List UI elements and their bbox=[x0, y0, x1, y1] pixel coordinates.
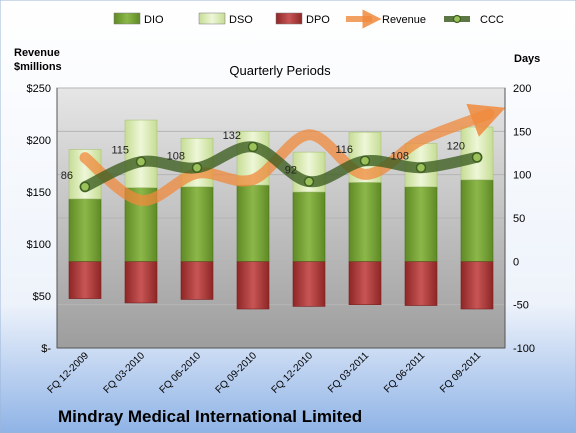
right-tick-label: -100 bbox=[513, 343, 535, 355]
ccc-point bbox=[191, 162, 203, 173]
legend-swatch-dso bbox=[198, 12, 226, 25]
ccc-data-label: 132 bbox=[223, 130, 241, 142]
right-axis-label: Days bbox=[514, 53, 540, 65]
ccc-point bbox=[359, 155, 371, 167]
bar-dio bbox=[460, 179, 494, 262]
ccc-data-label: 86 bbox=[61, 170, 73, 182]
left-tick-label: $- bbox=[41, 343, 51, 355]
bar-dpo bbox=[292, 261, 326, 307]
legend: DIO DSO DPO Revenue CCC bbox=[113, 9, 504, 29]
right-tick-label: 0 bbox=[513, 256, 519, 268]
ccc-point bbox=[79, 181, 91, 193]
legend-label: CCC bbox=[480, 14, 504, 26]
bar-dio bbox=[348, 182, 382, 262]
right-tick-label: 100 bbox=[513, 170, 531, 182]
bar-dpo bbox=[124, 261, 158, 304]
ccc-data-label: 120 bbox=[447, 140, 465, 152]
chart-title: Quarterly Periods bbox=[229, 63, 331, 78]
bar-dpo bbox=[460, 261, 494, 310]
bar-dso bbox=[124, 119, 158, 188]
left-tick-label: $150 bbox=[27, 187, 51, 199]
legend-swatch-ccc-marker bbox=[452, 14, 462, 24]
right-tick-label: 50 bbox=[513, 213, 525, 225]
legend-swatch-dpo bbox=[275, 12, 303, 25]
left-tick-label: $250 bbox=[27, 83, 51, 95]
data-labels: 86 115 108 132 92 116 108 120 bbox=[61, 130, 465, 182]
ccc-point bbox=[135, 156, 147, 167]
bar-dpo bbox=[236, 261, 270, 310]
ccc-line bbox=[79, 141, 483, 193]
ccc-data-label: 108 bbox=[391, 151, 409, 163]
ccc-point bbox=[303, 176, 315, 187]
legend-label: Revenue bbox=[382, 14, 426, 26]
right-tick-label: -50 bbox=[513, 300, 529, 312]
right-tick-label: 200 bbox=[513, 83, 531, 95]
revenue-line bbox=[79, 103, 506, 206]
legend-swatch-dio bbox=[113, 12, 141, 25]
bar-dio bbox=[236, 184, 270, 262]
bar-dpo bbox=[404, 261, 438, 306]
ccc-data-label: 115 bbox=[111, 145, 129, 157]
ccc-data-label: 92 bbox=[285, 165, 297, 177]
ccc-point bbox=[471, 152, 483, 163]
bar-dpo bbox=[180, 261, 214, 300]
series-lines bbox=[79, 103, 506, 206]
left-tick-label: $100 bbox=[27, 239, 51, 251]
footer-title: Mindray Medical International Limited bbox=[58, 407, 362, 426]
left-tick-label: $200 bbox=[27, 135, 51, 147]
bar-dpo bbox=[68, 261, 102, 299]
bar-dio bbox=[68, 198, 102, 262]
bar-dio bbox=[292, 191, 326, 262]
bar-dio bbox=[180, 186, 214, 262]
bar-dio bbox=[404, 186, 438, 262]
legend-label: DPO bbox=[306, 14, 330, 26]
legend-label: DIO bbox=[144, 14, 164, 26]
legend-label: DSO bbox=[229, 14, 253, 26]
ccc-data-label: 108 bbox=[167, 151, 185, 163]
left-tick-label: $50 bbox=[33, 291, 51, 303]
bar-dpo bbox=[348, 261, 382, 305]
left-axis-label-line2: $millions bbox=[14, 61, 62, 73]
right-tick-label: 150 bbox=[513, 126, 531, 138]
ccc-data-label: 116 bbox=[335, 144, 353, 156]
ccc-point bbox=[415, 162, 427, 173]
left-axis-label-line1: Revenue bbox=[14, 47, 60, 59]
ccc-point bbox=[247, 141, 259, 153]
